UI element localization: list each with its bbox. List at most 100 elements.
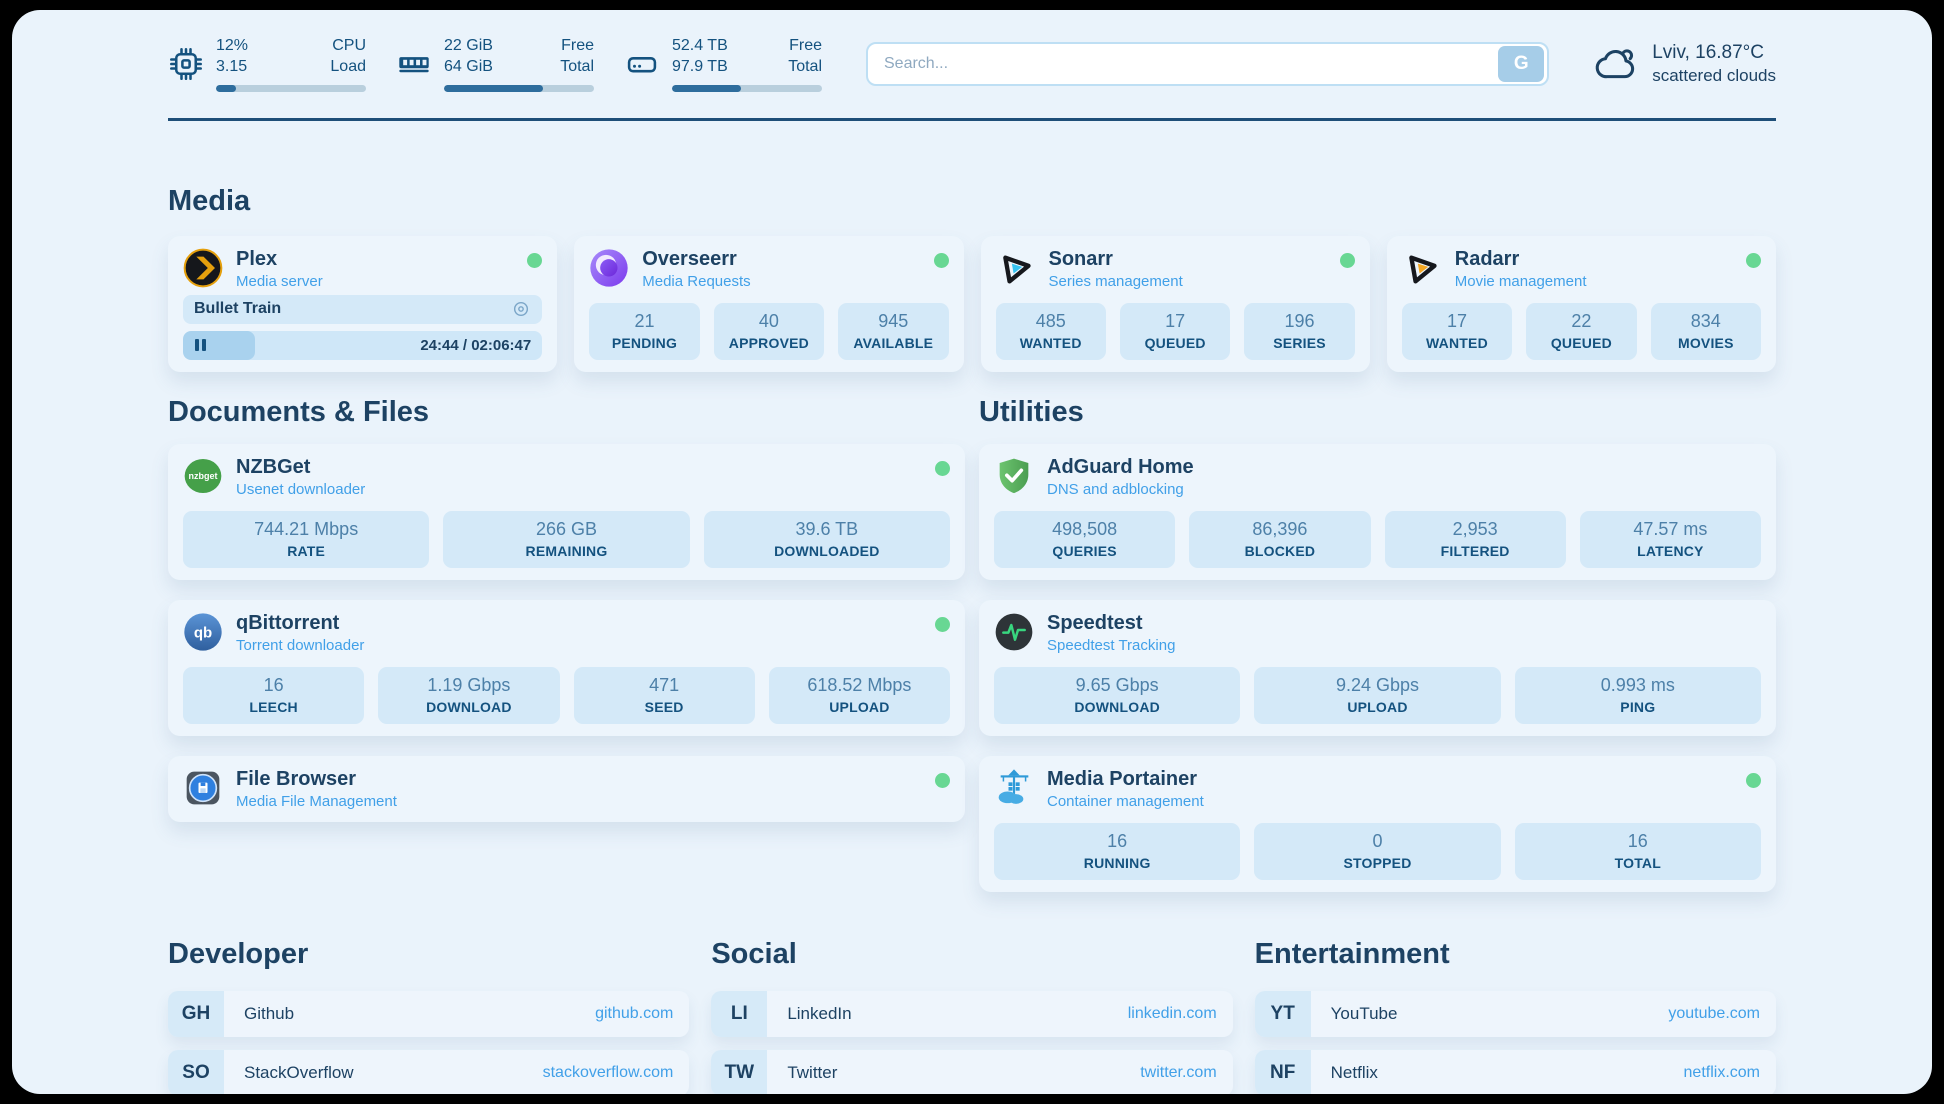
stat-value: 16 [263, 674, 284, 695]
app-card-speedtest[interactable]: Speedtest Speedtest Tracking 9.65 Gbps D… [979, 599, 1776, 736]
status-dot [527, 252, 543, 268]
link-row-youtube[interactable]: YT YouTube youtube.com [1254, 990, 1776, 1037]
svg-text:nzbget: nzbget [189, 471, 218, 481]
app-card-filebrowser[interactable]: File Browser Media File Management [168, 755, 965, 822]
stat-value: 47.57 ms [1633, 518, 1708, 539]
app-title: Plex [236, 247, 278, 270]
stat-box: 196 SERIES [1244, 302, 1355, 360]
stat-label: UPLOAD [829, 698, 890, 715]
disk-total-label: Total [788, 57, 822, 75]
topbar: 12% 3.15 CPU Load [168, 36, 1776, 92]
section-title-utilities: Utilities [979, 395, 1084, 428]
app-card-adguard[interactable]: AdGuard Home DNS and adblocking 498,508 … [979, 443, 1776, 580]
memory-stat: 22 GiB 64 GiB Free Total [396, 36, 594, 92]
app-title: Media Portainer [1047, 767, 1198, 790]
link-badge: TW [711, 1049, 768, 1094]
playback-progress-bar[interactable]: 24:44 / 02:06:47 [183, 330, 543, 360]
app-subtitle: Container management [1047, 792, 1204, 810]
app-card-nzbget[interactable]: nzbget NZBGet Usenet downloader 744.21 M… [168, 443, 965, 580]
app-title: AdGuard Home [1047, 455, 1194, 478]
link-badge: SO [168, 1049, 224, 1094]
stat-value: 618.52 Mbps [807, 674, 912, 695]
stat-label: QUERIES [1052, 542, 1117, 559]
stat-label: UPLOAD [1347, 698, 1408, 715]
now-playing-row[interactable]: Bullet Train [183, 294, 543, 324]
disk-icon [624, 46, 660, 82]
stat-value: 86,396 [1252, 518, 1308, 539]
stat-label: MOVIES [1677, 334, 1734, 351]
cpu-stat: 12% 3.15 CPU Load [168, 36, 366, 92]
entertainment-links: YT YouTube youtube.com NF Netflix netfli… [1254, 990, 1776, 1094]
disk-total-value: 97.9 TB [672, 57, 728, 75]
portainer-icon [994, 768, 1034, 808]
dashboard-page: 12% 3.15 CPU Load [12, 10, 1932, 1094]
stat-label: SERIES [1273, 334, 1326, 351]
stat-box: 16 TOTAL [1514, 822, 1761, 880]
stat-box: 834 MOVIES [1650, 302, 1762, 360]
search-engine-button[interactable]: G [1498, 45, 1545, 82]
app-card-portainer[interactable]: Media Portainer Container management 16 … [979, 755, 1776, 892]
app-card-radarr[interactable]: Radarr Movie management 17 WANTED 22 QUE… [1386, 235, 1776, 372]
app-card-plex[interactable]: Plex Media server Bullet Train 24:44 / 0… [168, 235, 558, 372]
cpu-label: CPU [332, 37, 366, 54]
pause-icon[interactable] [195, 339, 206, 352]
stat-label: LATENCY [1637, 542, 1704, 559]
app-subtitle: Media server [236, 272, 323, 290]
social-links: LI LinkedIn linkedin.com TW Twitter twit… [711, 990, 1233, 1094]
media-disc-icon[interactable] [511, 299, 531, 319]
disk-free-label: Free [789, 37, 822, 54]
stat-box: 0 STOPPED [1254, 822, 1501, 880]
link-row-twitter[interactable]: TW Twitter twitter.com [711, 1049, 1233, 1094]
filebrowser-icon [183, 768, 223, 808]
media-card-grid: Plex Media server Bullet Train 24:44 / 0… [168, 235, 1776, 372]
ram-progress-bar [444, 84, 594, 92]
stat-label: SEED [644, 698, 684, 715]
app-card-overseerr[interactable]: Overseerr Media Requests 21 PENDING 40 A… [574, 235, 964, 372]
disk-stat: 52.4 TB 97.9 TB Free Total [624, 36, 822, 92]
stat-value: 744.21 Mbps [254, 518, 359, 539]
svg-text:qb: qb [194, 624, 212, 641]
stat-box: 9.24 Gbps UPLOAD [1254, 666, 1501, 724]
cpu-icon [168, 46, 204, 82]
stat-label: DOWNLOADED [774, 542, 880, 559]
status-dot [1339, 252, 1355, 268]
link-name: LinkedIn [787, 1003, 852, 1023]
app-card-qbittorrent[interactable]: qb qBittorrent Torrent downloader 16 LEE… [168, 599, 965, 736]
stat-value: 17 [1165, 310, 1186, 331]
app-title: Speedtest [1047, 611, 1143, 634]
app-subtitle: Series management [1048, 272, 1183, 290]
link-badge: NF [1254, 1049, 1311, 1094]
stat-box: 744.21 Mbps RATE [183, 510, 430, 568]
link-url: twitter.com [1140, 1063, 1217, 1081]
section-title-media: Media [168, 184, 251, 217]
radarr-icon [1402, 248, 1442, 288]
stat-box: 945 AVAILABLE [838, 302, 949, 360]
link-name: Twitter [787, 1062, 838, 1082]
link-name: Github [244, 1003, 295, 1023]
stat-value: 1.19 Gbps [427, 674, 511, 695]
stat-value: 21 [634, 310, 655, 331]
search-input[interactable] [868, 54, 1499, 73]
stat-label: QUEUED [1144, 334, 1206, 351]
link-row-linkedin[interactable]: LI LinkedIn linkedin.com [711, 990, 1233, 1037]
link-row-github[interactable]: GH Github github.com [168, 990, 690, 1037]
link-row-netflix[interactable]: NF Netflix netflix.com [1254, 1049, 1776, 1094]
utilities-column: AdGuard Home DNS and adblocking 498,508 … [979, 443, 1776, 892]
stat-box: 618.52 Mbps UPLOAD [768, 666, 950, 724]
app-title: Overseerr [642, 247, 737, 270]
cpu-progress-bar [216, 84, 366, 92]
link-row-stackoverflow[interactable]: SO StackOverflow stackoverflow.com [168, 1049, 690, 1094]
stat-value: 471 [649, 674, 680, 695]
app-card-sonarr[interactable]: Sonarr Series management 485 WANTED 17 Q… [980, 235, 1370, 372]
stat-box: 22 QUEUED [1526, 302, 1637, 360]
stat-value: 0.993 ms [1600, 674, 1675, 695]
overseerr-icon [589, 248, 629, 288]
stat-box: 485 WANTED [995, 302, 1106, 360]
link-name: Netflix [1330, 1062, 1378, 1082]
status-dot [1746, 252, 1761, 268]
status-dot [935, 772, 950, 788]
cpu-load-value: 3.15 [216, 57, 248, 75]
stat-box: 1.19 Gbps DOWNLOAD [378, 666, 560, 724]
link-badge: LI [711, 990, 768, 1037]
stat-box: 17 WANTED [1401, 302, 1513, 360]
